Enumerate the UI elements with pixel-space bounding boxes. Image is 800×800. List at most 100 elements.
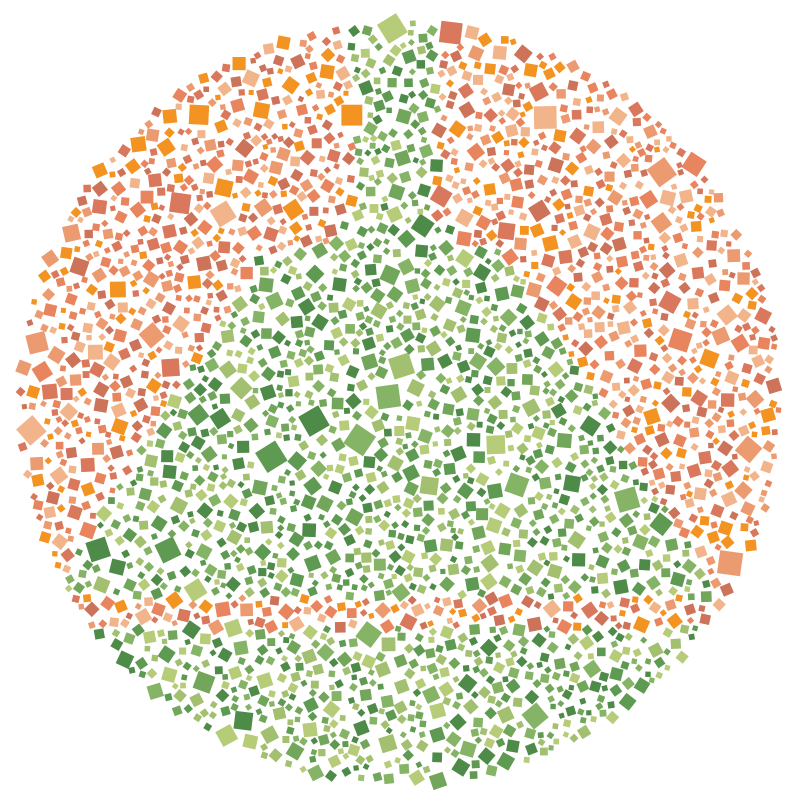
dot xyxy=(471,383,485,397)
dot xyxy=(410,119,421,130)
dot xyxy=(630,163,639,172)
dot xyxy=(228,228,236,236)
dot xyxy=(717,246,726,255)
dot xyxy=(360,584,368,592)
dot xyxy=(348,682,358,692)
dot xyxy=(98,619,108,629)
dot xyxy=(149,148,158,157)
dot xyxy=(753,372,767,386)
dot xyxy=(410,301,420,311)
dot xyxy=(712,471,723,482)
dot xyxy=(708,217,716,224)
dot xyxy=(440,114,448,122)
dot xyxy=(459,740,477,758)
dot xyxy=(557,323,567,332)
dot xyxy=(329,565,338,574)
dot xyxy=(72,395,80,403)
dot xyxy=(369,134,378,143)
dot xyxy=(113,599,128,614)
dot xyxy=(464,375,473,384)
dot xyxy=(305,71,318,84)
dot xyxy=(563,601,574,612)
dot xyxy=(345,324,355,334)
dot xyxy=(707,400,717,409)
dot xyxy=(614,267,622,276)
dot xyxy=(81,276,89,284)
dot xyxy=(144,597,154,607)
dot xyxy=(144,119,154,129)
dot xyxy=(257,181,264,188)
dot xyxy=(140,190,154,204)
dot xyxy=(736,308,752,323)
dot xyxy=(110,180,127,197)
dot xyxy=(510,583,523,596)
dot xyxy=(630,250,640,260)
dot xyxy=(68,465,77,474)
dot xyxy=(166,183,175,193)
dot xyxy=(483,737,496,749)
dot xyxy=(55,277,66,288)
dot xyxy=(631,596,639,603)
dot xyxy=(38,531,52,544)
dot xyxy=(280,273,292,285)
dot xyxy=(231,192,239,199)
dot xyxy=(338,249,352,263)
dot xyxy=(399,763,410,775)
dot xyxy=(611,411,620,419)
dot xyxy=(581,281,592,292)
dot xyxy=(154,536,182,564)
dot xyxy=(263,118,275,130)
dot xyxy=(668,586,679,596)
dot xyxy=(711,326,731,346)
dot xyxy=(189,483,197,491)
dot xyxy=(479,134,492,146)
dot xyxy=(334,679,344,689)
dot xyxy=(267,403,279,414)
dot xyxy=(142,286,151,295)
dot xyxy=(491,130,505,144)
dot xyxy=(708,488,718,498)
dot xyxy=(280,586,292,598)
dot xyxy=(357,241,366,250)
dot xyxy=(322,207,329,214)
dot xyxy=(102,353,121,371)
dot xyxy=(558,249,573,265)
dot xyxy=(457,527,465,535)
dot xyxy=(295,103,309,116)
dot xyxy=(143,167,152,176)
dot xyxy=(84,601,100,618)
dot xyxy=(364,315,374,325)
dot xyxy=(618,609,626,617)
dot xyxy=(677,272,687,282)
dot xyxy=(474,736,483,745)
dot xyxy=(206,190,214,198)
dot xyxy=(97,290,107,300)
dot xyxy=(419,475,440,496)
dot xyxy=(208,493,222,507)
dot xyxy=(449,50,463,63)
dot xyxy=(171,705,183,717)
dot xyxy=(450,445,467,463)
dot xyxy=(123,251,131,258)
dot xyxy=(477,342,485,350)
dot xyxy=(268,245,278,255)
dot xyxy=(726,419,735,428)
dot xyxy=(443,721,451,730)
dot xyxy=(159,399,168,408)
dot xyxy=(647,535,661,548)
dot xyxy=(400,549,416,565)
dot xyxy=(146,427,156,437)
dot xyxy=(268,701,275,707)
dot xyxy=(322,520,331,529)
dot xyxy=(430,209,444,222)
dot xyxy=(309,755,317,763)
dot xyxy=(542,67,556,81)
dot xyxy=(181,331,189,339)
dot xyxy=(587,241,599,253)
dot xyxy=(276,672,288,684)
dot xyxy=(583,123,590,131)
dot xyxy=(678,368,686,377)
dot xyxy=(548,388,558,397)
dot xyxy=(347,619,358,629)
dot xyxy=(441,50,450,60)
